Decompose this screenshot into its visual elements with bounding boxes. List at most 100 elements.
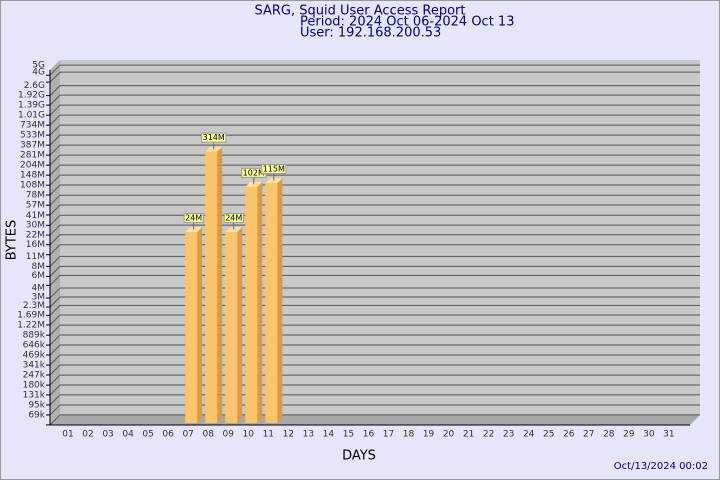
y-tick-label: 1.01G <box>18 111 45 121</box>
grid-line <box>49 374 61 386</box>
y-tick-label: 22M <box>26 230 45 240</box>
grid-line <box>49 324 61 336</box>
y-tick-label: 204M <box>20 161 45 171</box>
side-wall <box>50 60 60 425</box>
y-tick-label: 646k <box>23 341 46 351</box>
bar <box>225 232 238 423</box>
grid-line <box>49 256 61 267</box>
x-tick-label: 04 <box>122 430 134 440</box>
x-tick-label: 23 <box>503 430 514 440</box>
x-tick-label: 19 <box>423 430 435 440</box>
grid-line <box>49 144 61 156</box>
grid-line <box>49 314 61 326</box>
x-tick-label: 09 <box>223 430 235 440</box>
x-tick-label: 31 <box>663 430 674 440</box>
y-tick-label: 41M <box>26 211 45 221</box>
grid-line <box>49 394 61 406</box>
x-tick-label: 20 <box>443 430 455 440</box>
x-tick-label: 01 <box>62 430 73 440</box>
subtitle: User: 192.168.200.53 <box>300 26 441 41</box>
value-label: 24M <box>225 214 242 223</box>
x-tick-label: 27 <box>583 430 594 440</box>
grid-line <box>49 384 61 396</box>
y-tick-label: 387M <box>20 141 45 151</box>
y-tick-label: 1.39G <box>18 101 45 111</box>
timestamp: Oct/13/2024 00:02 <box>614 461 708 472</box>
value-label: 314M <box>203 133 225 142</box>
x-tick-label: 25 <box>543 430 554 440</box>
grid-line <box>49 266 61 277</box>
grid-line <box>49 204 61 216</box>
grid-line <box>49 94 61 106</box>
grid-line <box>49 214 61 226</box>
y-tick-label: 2.3M <box>23 301 45 311</box>
x-tick-label: 05 <box>142 430 153 440</box>
x-tick-label: 11 <box>263 430 274 440</box>
grid-line <box>49 234 61 246</box>
y-tick-label: 180k <box>23 380 46 390</box>
y-tick-label: 6M <box>32 271 46 281</box>
value-label-box <box>223 213 244 224</box>
grid-line <box>49 104 61 116</box>
y-tick-label: 247k <box>23 371 46 381</box>
y-tick-label: 533M <box>20 131 45 141</box>
bar-side <box>257 181 263 423</box>
grid-line <box>49 244 61 256</box>
grid-line <box>49 154 61 166</box>
x-tick-label: 26 <box>563 430 575 440</box>
subtitle: Period: 2024 Oct 06-2024 Oct 13 <box>300 15 514 30</box>
y-tick-label: 2.6G <box>24 81 45 91</box>
y-tick-label: 889k <box>23 331 46 341</box>
y-tick-label: 281M <box>20 151 45 161</box>
y-tick-label: 69k <box>28 410 45 420</box>
chart-title: SARG, Squid User Access Report <box>255 4 466 19</box>
y-tick-label: 11M <box>26 252 45 262</box>
grid-line <box>49 364 61 376</box>
grid-line <box>49 71 61 83</box>
grid-line <box>49 184 61 196</box>
grid-line <box>49 275 61 286</box>
x-tick-label: 15 <box>343 430 354 440</box>
y-tick-label: 95k <box>28 400 45 410</box>
x-tick-label: 24 <box>523 430 535 440</box>
grid-line <box>49 404 61 416</box>
grid-line <box>49 134 61 146</box>
y-tick-label: 1.92G <box>18 91 45 101</box>
x-tick-label: 16 <box>363 430 375 440</box>
y-tick-label: 1.22M <box>17 321 45 331</box>
x-tick-label: 30 <box>643 430 655 440</box>
bar <box>205 151 218 423</box>
y-tick-label: 1.69M <box>17 310 45 320</box>
y-tick-label: 78M <box>26 191 45 201</box>
value-label-box <box>261 164 287 175</box>
x-tick-label: 02 <box>82 430 93 440</box>
bar <box>265 183 278 423</box>
x-axis-label: DAYS <box>342 449 376 464</box>
back-wall <box>60 60 700 415</box>
y-tick-label: 4G <box>32 68 45 78</box>
y-tick-label: 469k <box>23 351 46 361</box>
bar-side <box>237 227 243 423</box>
grid-line <box>49 64 61 76</box>
x-tick-label: 08 <box>202 430 214 440</box>
x-tick-label: 03 <box>102 430 113 440</box>
x-tick-label: 14 <box>323 430 335 440</box>
x-tick-label: 21 <box>463 430 474 440</box>
floor <box>50 415 700 425</box>
bar <box>185 232 198 423</box>
grid-line <box>49 114 61 126</box>
y-tick-label: 8M <box>32 262 46 272</box>
grid-line <box>49 85 61 96</box>
y-tick-label: 30M <box>26 221 45 231</box>
grid-line <box>49 224 61 236</box>
grid-line <box>49 344 61 356</box>
x-tick-label: 13 <box>303 430 314 440</box>
value-label: 102M <box>243 168 265 177</box>
x-tick-label: 07 <box>182 430 193 440</box>
y-tick-label: 148M <box>20 171 45 181</box>
grid-line <box>49 354 61 366</box>
grid-line <box>49 414 61 426</box>
value-label: 115M <box>263 165 285 174</box>
y-tick-label: 108M <box>20 181 45 191</box>
